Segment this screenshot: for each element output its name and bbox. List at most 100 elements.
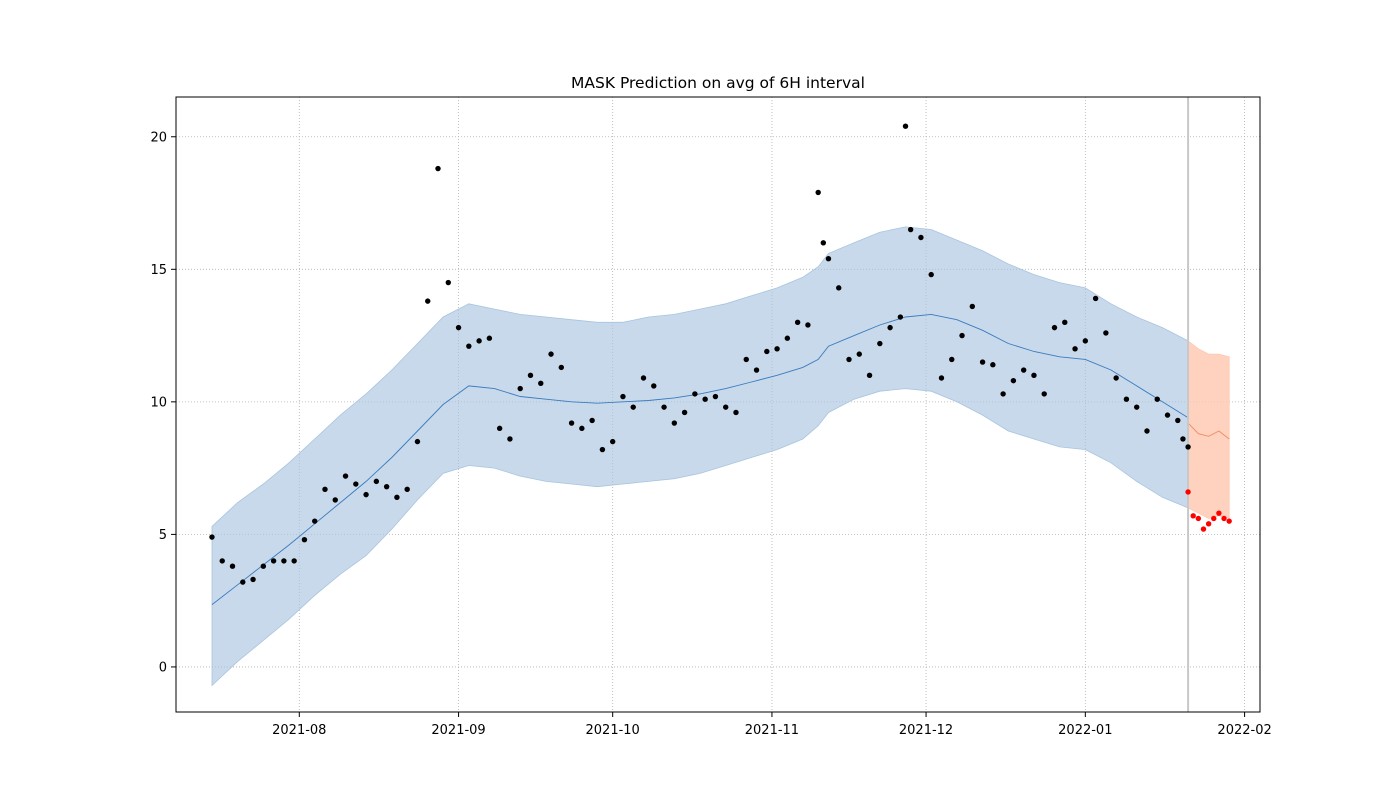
observed-point xyxy=(630,404,636,410)
observed-point xyxy=(907,226,914,233)
observed-point xyxy=(1041,391,1047,397)
x-tick-label: 2021-12 xyxy=(899,723,953,738)
actual-future-point xyxy=(1195,515,1202,522)
observed-point xyxy=(1062,319,1068,326)
forecast-line xyxy=(211,313,1189,605)
observed-point xyxy=(820,240,827,246)
observed-point xyxy=(918,234,924,241)
observed-point xyxy=(568,420,575,426)
chart-title: MASK Prediction on avg of 6H interval xyxy=(571,74,865,92)
observed-point xyxy=(507,436,513,442)
actual-future-point xyxy=(1190,513,1196,519)
observed-point xyxy=(1164,412,1171,418)
axis-ticks: 2021-08 2021-09 2021-10 2021-11 2021-12 2022-… xyxy=(150,130,1271,738)
observed-point xyxy=(209,534,215,540)
observed-point xyxy=(692,391,698,397)
observed-point xyxy=(856,351,862,357)
observed-point xyxy=(332,497,338,503)
observed-point xyxy=(846,356,852,363)
y-tick-label: 20 xyxy=(150,130,167,145)
observed-point xyxy=(1000,391,1006,397)
observed-point xyxy=(291,558,297,564)
observed-point xyxy=(322,486,328,493)
observed-point xyxy=(1103,330,1109,336)
forecast-lines xyxy=(211,97,1230,712)
observed-point xyxy=(476,338,482,344)
observed-point xyxy=(887,324,893,331)
observed-point xyxy=(414,438,421,445)
observed-point xyxy=(435,165,441,172)
actual-future-point xyxy=(1185,489,1191,495)
future-forecast-line xyxy=(1187,422,1230,440)
observed-point xyxy=(681,409,688,416)
observed-point xyxy=(240,579,246,585)
observed-point xyxy=(897,314,904,320)
observed-point xyxy=(1072,346,1078,352)
observed-point xyxy=(979,359,986,365)
observed-point xyxy=(486,335,493,341)
observed-point xyxy=(733,409,739,416)
y-tick-label: 10 xyxy=(150,395,167,410)
observed-point xyxy=(969,303,976,310)
observed-point xyxy=(825,256,832,262)
observed-point xyxy=(270,558,277,564)
observed-point xyxy=(1010,377,1017,384)
observed-point xyxy=(723,404,729,410)
observed-point xyxy=(1175,417,1181,424)
observed-point xyxy=(373,478,380,485)
observed-point xyxy=(609,438,616,445)
observed-point xyxy=(938,375,945,381)
observed-point xyxy=(1123,396,1130,402)
observed-point xyxy=(877,340,883,347)
observed-point xyxy=(342,473,349,479)
y-tick-label: 0 xyxy=(159,660,167,675)
x-tick-label: 2022-01 xyxy=(1058,723,1112,738)
observed-point xyxy=(383,483,390,490)
observed-point xyxy=(949,356,955,363)
observed-point xyxy=(599,446,606,453)
observed-point xyxy=(260,563,267,569)
actual-future-point xyxy=(1200,526,1207,532)
x-tick-label: 2021-08 xyxy=(272,723,326,738)
observed-point xyxy=(866,372,873,379)
actual-future-point xyxy=(1221,515,1227,522)
observed-point xyxy=(281,558,287,564)
observed-point xyxy=(517,385,523,392)
observed-point xyxy=(538,380,544,386)
observed-point xyxy=(764,348,770,355)
x-tick-label: 2021-10 xyxy=(586,723,640,738)
observed-point xyxy=(1113,375,1119,381)
observed-point xyxy=(394,494,400,500)
observed-point xyxy=(229,563,236,569)
observed-point xyxy=(640,375,647,381)
observed-point xyxy=(671,420,678,426)
observed-point xyxy=(743,356,749,363)
plot-frame xyxy=(175,96,1261,713)
observed-point xyxy=(455,324,462,331)
observed-point xyxy=(1020,367,1027,373)
observed-point xyxy=(445,279,451,286)
observed-point xyxy=(312,518,318,524)
observed-point xyxy=(928,271,934,278)
observed-point xyxy=(466,343,472,349)
observed-point xyxy=(651,383,657,389)
actual-future-point xyxy=(1211,515,1217,522)
observed-point xyxy=(661,404,667,410)
observed-point xyxy=(1051,324,1058,331)
observed-point xyxy=(1144,428,1150,434)
actual-future-point xyxy=(1226,518,1232,524)
y-tick-label: 15 xyxy=(150,263,167,278)
observed-point xyxy=(353,481,359,487)
observed-point xyxy=(1185,444,1191,450)
y-tick-label: 5 xyxy=(159,528,167,543)
observed-point xyxy=(805,322,811,328)
observed-point xyxy=(794,319,801,326)
observed-point xyxy=(496,425,503,432)
observed-point xyxy=(363,491,369,498)
observed-point xyxy=(959,332,965,339)
observed-point xyxy=(774,346,780,352)
observed-point xyxy=(1082,338,1089,344)
observed-point xyxy=(1154,396,1160,402)
x-tick-label: 2021-11 xyxy=(745,723,799,738)
